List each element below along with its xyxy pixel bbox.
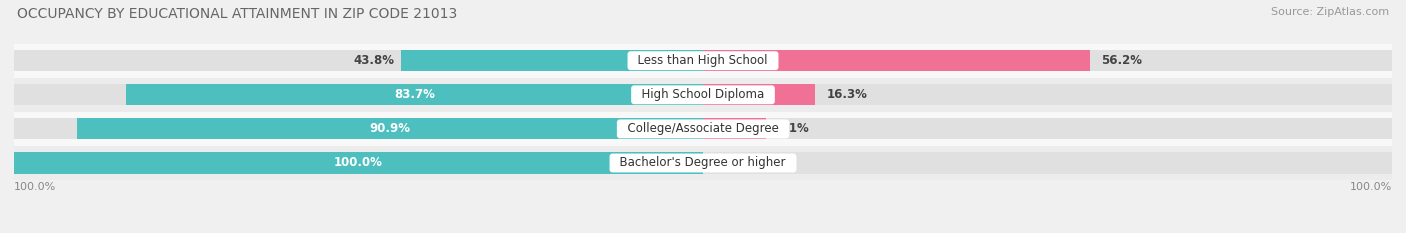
- Text: High School Diploma: High School Diploma: [634, 88, 772, 101]
- Bar: [14, 152, 703, 174]
- Bar: [703, 152, 1392, 174]
- Bar: [703, 118, 766, 140]
- Text: 16.3%: 16.3%: [827, 88, 868, 101]
- Bar: [77, 118, 703, 140]
- Bar: [14, 50, 703, 71]
- Text: Bachelor's Degree or higher: Bachelor's Degree or higher: [613, 157, 793, 169]
- Text: OCCUPANCY BY EDUCATIONAL ATTAINMENT IN ZIP CODE 21013: OCCUPANCY BY EDUCATIONAL ATTAINMENT IN Z…: [17, 7, 457, 21]
- Text: 0.0%: 0.0%: [714, 157, 747, 169]
- Bar: [703, 50, 1090, 71]
- Text: 56.2%: 56.2%: [1101, 54, 1142, 67]
- Bar: [14, 84, 703, 105]
- Bar: [14, 44, 1392, 78]
- Bar: [14, 78, 1392, 112]
- Bar: [703, 84, 815, 105]
- Text: 9.1%: 9.1%: [776, 122, 810, 135]
- Text: Source: ZipAtlas.com: Source: ZipAtlas.com: [1271, 7, 1389, 17]
- Bar: [14, 112, 1392, 146]
- Text: 83.7%: 83.7%: [394, 88, 434, 101]
- Text: Less than High School: Less than High School: [630, 54, 776, 67]
- Bar: [14, 146, 1392, 180]
- Text: College/Associate Degree: College/Associate Degree: [620, 122, 786, 135]
- Bar: [703, 50, 1392, 71]
- Bar: [703, 84, 1392, 105]
- Bar: [14, 118, 703, 140]
- Text: 100.0%: 100.0%: [14, 182, 56, 192]
- Text: 100.0%: 100.0%: [335, 157, 382, 169]
- Bar: [14, 152, 703, 174]
- Text: 90.9%: 90.9%: [370, 122, 411, 135]
- Bar: [127, 84, 703, 105]
- Text: 100.0%: 100.0%: [1350, 182, 1392, 192]
- Text: 43.8%: 43.8%: [353, 54, 394, 67]
- Bar: [703, 118, 1392, 140]
- Bar: [401, 50, 703, 71]
